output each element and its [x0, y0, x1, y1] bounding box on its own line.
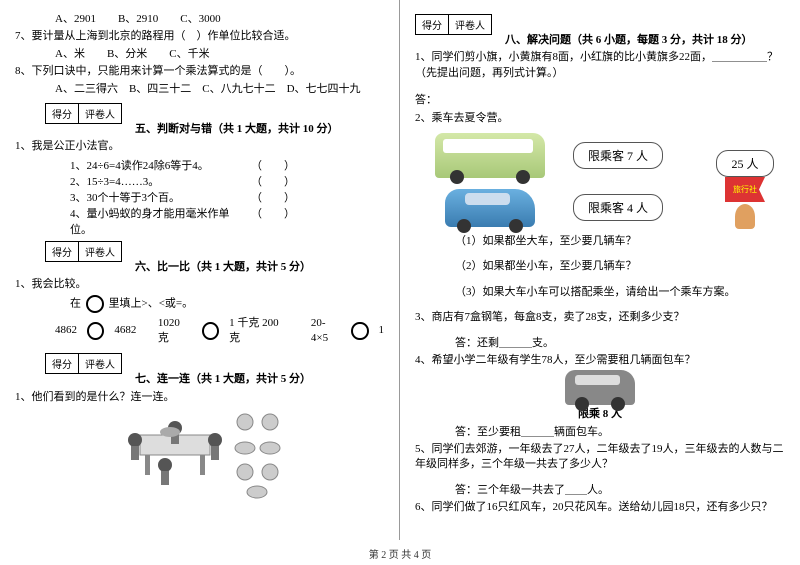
- sec7-q1: 1、他们看到的是什么？连一连。: [15, 390, 384, 405]
- cmp-b1: 1020 克: [158, 316, 192, 347]
- score-box-7: 得分 评卷人: [45, 353, 122, 374]
- q8-4: 4、希望小学二年级有学生78人，至少需要租几辆面包车？: [415, 353, 785, 368]
- compare-row: 4862 4682 1020 克 1 千克 200 克 20-4×5 1: [15, 316, 384, 347]
- score-box-8: 得分 评卷人: [415, 14, 492, 35]
- cmp-a2: 4682: [114, 323, 136, 338]
- circle-icon: [86, 295, 104, 313]
- cmp-c1: 20-4×5: [311, 316, 341, 347]
- minibus-icon: [565, 370, 635, 405]
- q8-2: 2、乘车去夏令营。: [415, 111, 785, 126]
- q6-options: A、2901 B、2910 C、3000: [15, 12, 384, 27]
- flag-icon: 旅行社: [725, 177, 765, 202]
- judge-item: 1、24÷6=4读作24除6等于4。（ ）: [15, 157, 295, 173]
- q8-text: 8、下列口诀中，只能用来计算一个乘法算式的是（ ）。: [15, 64, 384, 79]
- q7-options: A、米 B、分米 C、千米: [15, 47, 384, 62]
- people-sign: 25 人: [716, 150, 773, 177]
- cmp-b2: 1 千克 200 克: [229, 316, 289, 347]
- q3-ans: 答：还剩＿＿＿支。: [415, 336, 785, 351]
- grader-label: 评卷人: [79, 354, 121, 373]
- q2-1: （1）如果都坐大车，至少要几辆车？: [415, 234, 785, 249]
- car-icon: [445, 189, 535, 227]
- q4-ans: 答：至少要租＿＿＿辆面包车。: [415, 425, 785, 440]
- grader-label: 评卷人: [79, 104, 121, 123]
- grader-label: 评卷人: [449, 15, 491, 34]
- score-box-5: 得分 评卷人: [45, 103, 122, 124]
- q2-3: （3）如果大车小车可以搭配乘坐，请给出一个乘车方案。: [415, 285, 785, 300]
- sec6-instr: 在 里填上>、<或=。: [15, 295, 384, 313]
- travel-group: 25 人 旅行社: [695, 150, 795, 229]
- circle-icon[interactable]: [351, 322, 368, 340]
- score-box-6: 得分 评卷人: [45, 241, 122, 262]
- section-7-title: 七、连一连（共 1 大题，共计 5 分）: [135, 372, 384, 387]
- answer-label: 答：: [415, 93, 785, 108]
- page-footer: 第 2 页 共 4 页: [0, 546, 800, 561]
- q8-6: 6、同学们做了16只红风车，20只花风车。送给幼儿园18只，还有多少只？: [415, 500, 785, 515]
- circle-icon[interactable]: [87, 322, 104, 340]
- q2-2: （2）如果都坐小车，至少要几辆车？: [415, 259, 785, 274]
- judge-item: 2、15÷3=4……3。（ ）: [15, 173, 295, 189]
- judge-item: 4、量小蚂蚁的身才能用毫米作单位。（ ）: [15, 205, 295, 237]
- sec5-q1: 1、我是公正小法官。: [15, 139, 384, 154]
- bus-icon: [435, 133, 545, 178]
- minibus-sign: 限乘 8 人: [415, 407, 785, 422]
- q7-text: 7、要计量从上海到北京的路程用（ ）作单位比较合适。: [15, 29, 384, 44]
- score-label: 得分: [416, 15, 449, 34]
- q8-3: 3、商店有7盒钢笔，每盒8支，卖了28支，还剩多少支？: [415, 310, 785, 325]
- section-5-title: 五、判断对与错（共 1 大题，共计 10 分）: [135, 122, 384, 137]
- q8-options: A、二三得六 B、四三十二 C、八九七十二 D、七七四十九: [15, 82, 384, 97]
- bus-sign: 限乘客 7 人: [573, 142, 663, 169]
- q8-5: 5、同学们去郊游，一年级去了27人，二年级去了19人，三年级去的人数与二年级同样…: [415, 442, 785, 473]
- judge-item: 3、30个十等于3个百。（ ）: [15, 189, 295, 205]
- cmp-c2: 1: [379, 323, 385, 338]
- section-6-title: 六、比一比（共 1 大题，共计 5 分）: [135, 260, 384, 275]
- cmp-a1: 4862: [55, 323, 77, 338]
- circle-icon[interactable]: [202, 322, 219, 340]
- car-sign: 限乘客 4 人: [573, 194, 663, 221]
- q5-ans: 答：三个年级一共去了＿＿人。: [415, 483, 785, 498]
- sec6-q1: 1、我会比较。: [15, 277, 384, 292]
- score-label: 得分: [46, 354, 79, 373]
- score-label: 得分: [46, 242, 79, 261]
- guide-icon: [735, 204, 755, 229]
- kids-illustration: [110, 410, 290, 500]
- score-label: 得分: [46, 104, 79, 123]
- grader-label: 评卷人: [79, 242, 121, 261]
- section-8-title: 八、解决问题（共 6 小题，每题 3 分，共计 18 分）: [505, 33, 785, 48]
- q8-1: 1、同学们剪小旗，小黄旗有8面，小红旗的比小黄旗多22面，＿＿＿＿＿？（先提出问…: [415, 50, 785, 81]
